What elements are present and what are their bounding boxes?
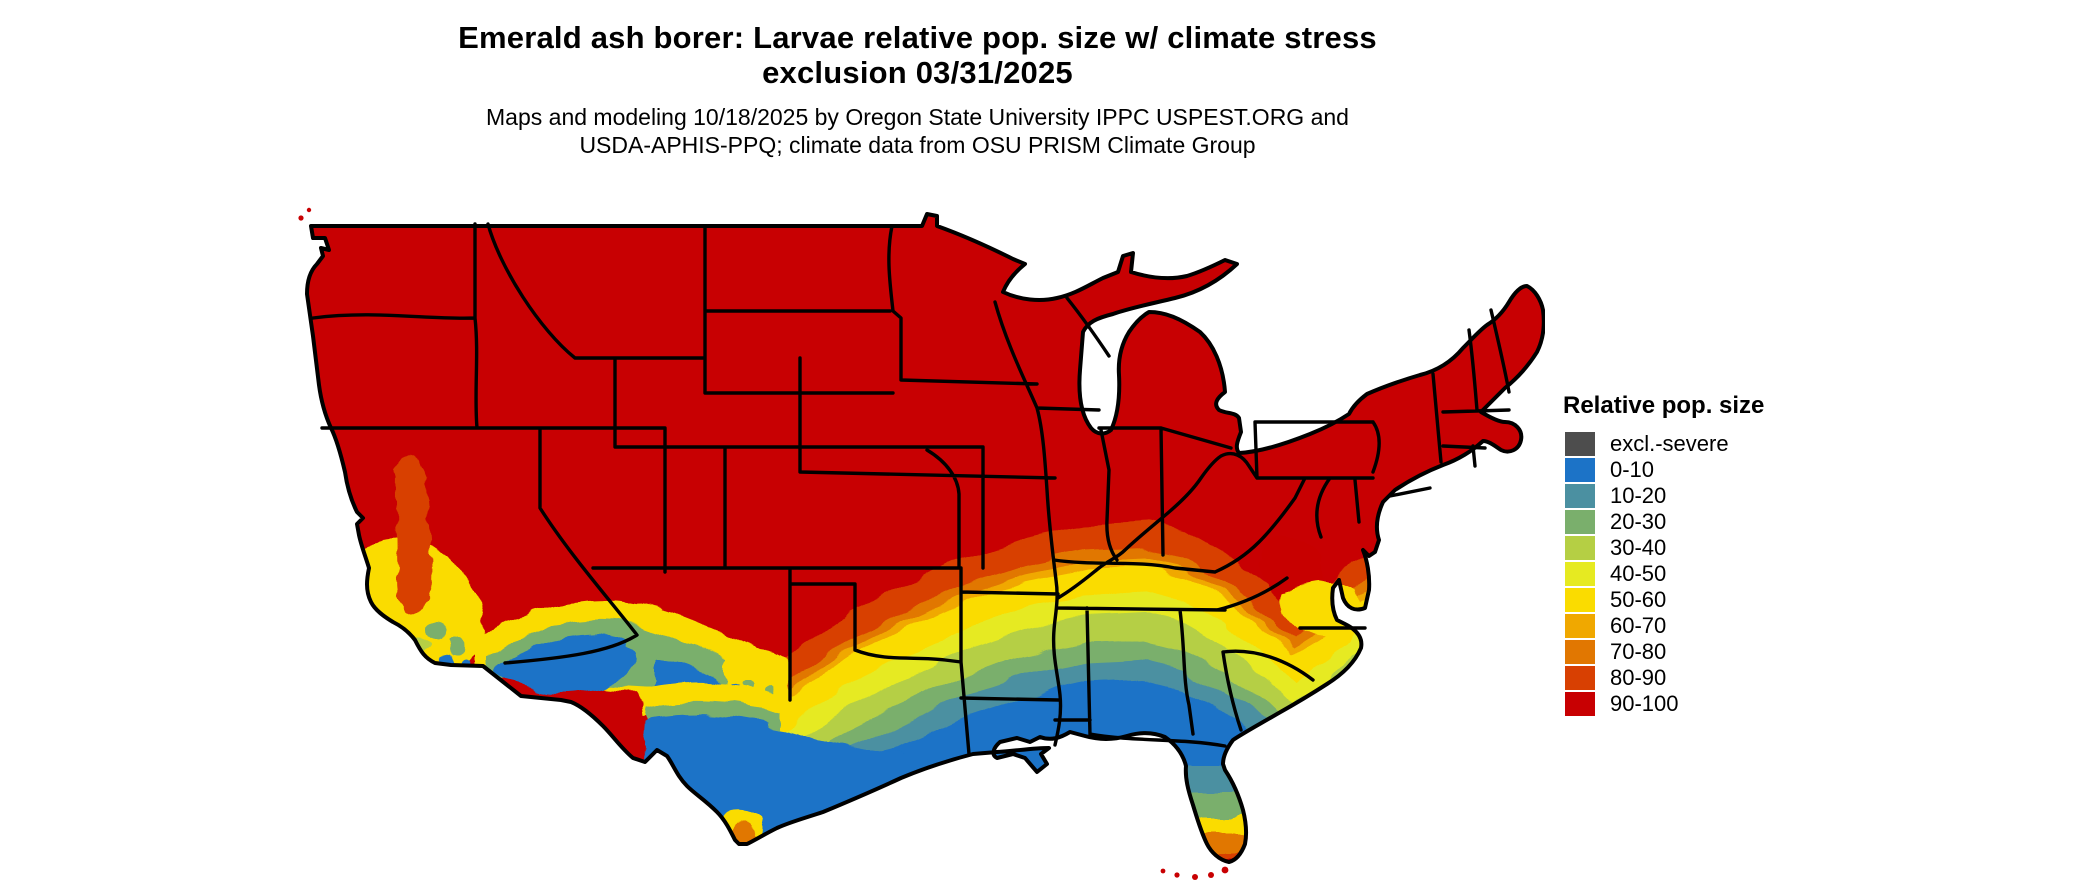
legend: Relative pop. size excl.-severe 0-10 10-…	[1563, 392, 1843, 716]
legend-title: Relative pop. size	[1563, 392, 1765, 419]
legend-swatch	[1565, 562, 1595, 586]
map-raster-layers	[307, 214, 1544, 862]
legend-label: 90-100	[1610, 691, 1679, 716]
legend-label: 40-50	[1610, 561, 1667, 586]
us-map-container	[225, 160, 1546, 892]
legend-label: 20-30	[1610, 509, 1667, 534]
legend-item: 70-80	[1565, 640, 1843, 664]
legend-label: 60-70	[1610, 613, 1667, 638]
title-line-2: exclusion 03/31/2025	[762, 55, 1073, 90]
legend-item: 30-40	[1565, 536, 1843, 560]
patch-central-valley-orange	[395, 457, 432, 613]
legend-item: 90-100	[1565, 692, 1843, 716]
map-attribution: Maps and modeling 10/18/2025 by Oregon S…	[0, 103, 1835, 159]
legend-swatch	[1565, 588, 1595, 612]
puget-island-dots	[298, 207, 312, 221]
legend-item: 60-70	[1565, 614, 1843, 638]
legend-swatch	[1565, 432, 1595, 456]
legend-item: 20-30	[1565, 510, 1843, 534]
legend-item: excl.-severe	[1565, 432, 1843, 456]
subtitle-line-1: Maps and modeling 10/18/2025 by Oregon S…	[486, 104, 1349, 130]
legend-label: 80-90	[1610, 665, 1667, 690]
legend-item: 50-60	[1565, 588, 1843, 612]
legend-label: 10-20	[1610, 483, 1667, 508]
legend-items: excl.-severe 0-10 10-20 20-30	[1565, 432, 1843, 716]
patch-socal-green	[426, 619, 448, 641]
patch-sfl-red	[1145, 860, 1295, 862]
header: Emerald ash borer: Larvae relative pop. …	[0, 20, 1835, 159]
patch-socal-green-2	[448, 637, 466, 655]
legend-swatch	[1565, 458, 1595, 482]
legend-label: 70-80	[1610, 639, 1667, 664]
legend-item: 80-90	[1565, 666, 1843, 690]
legend-swatch	[1565, 484, 1595, 508]
legend-swatch	[1565, 666, 1595, 690]
legend-label: 0-10	[1610, 457, 1655, 482]
legend-item: 0-10	[1565, 458, 1843, 482]
map-main-title: Emerald ash borer: Larvae relative pop. …	[0, 20, 1835, 90]
legend-label: excl.-severe	[1610, 431, 1729, 456]
title-line-1: Emerald ash borer: Larvae relative pop. …	[458, 20, 1377, 55]
legend-swatch	[1565, 692, 1595, 716]
legend-swatch	[1565, 614, 1595, 638]
legend-item: 10-20	[1565, 484, 1843, 508]
legend-swatch	[1565, 510, 1595, 534]
subtitle-line-2: USDA-APHIS-PPQ; climate data from OSU PR…	[579, 132, 1256, 158]
legend-label: 30-40	[1610, 535, 1667, 560]
legend-label: 50-60	[1610, 587, 1667, 612]
state-boundaries	[311, 222, 1511, 756]
legend-swatch	[1565, 640, 1595, 664]
legend-item: 40-50	[1565, 562, 1843, 586]
legend-swatch	[1565, 536, 1595, 560]
florida-keys-dots	[1160, 866, 1229, 880]
us-map	[298, 207, 1546, 880]
